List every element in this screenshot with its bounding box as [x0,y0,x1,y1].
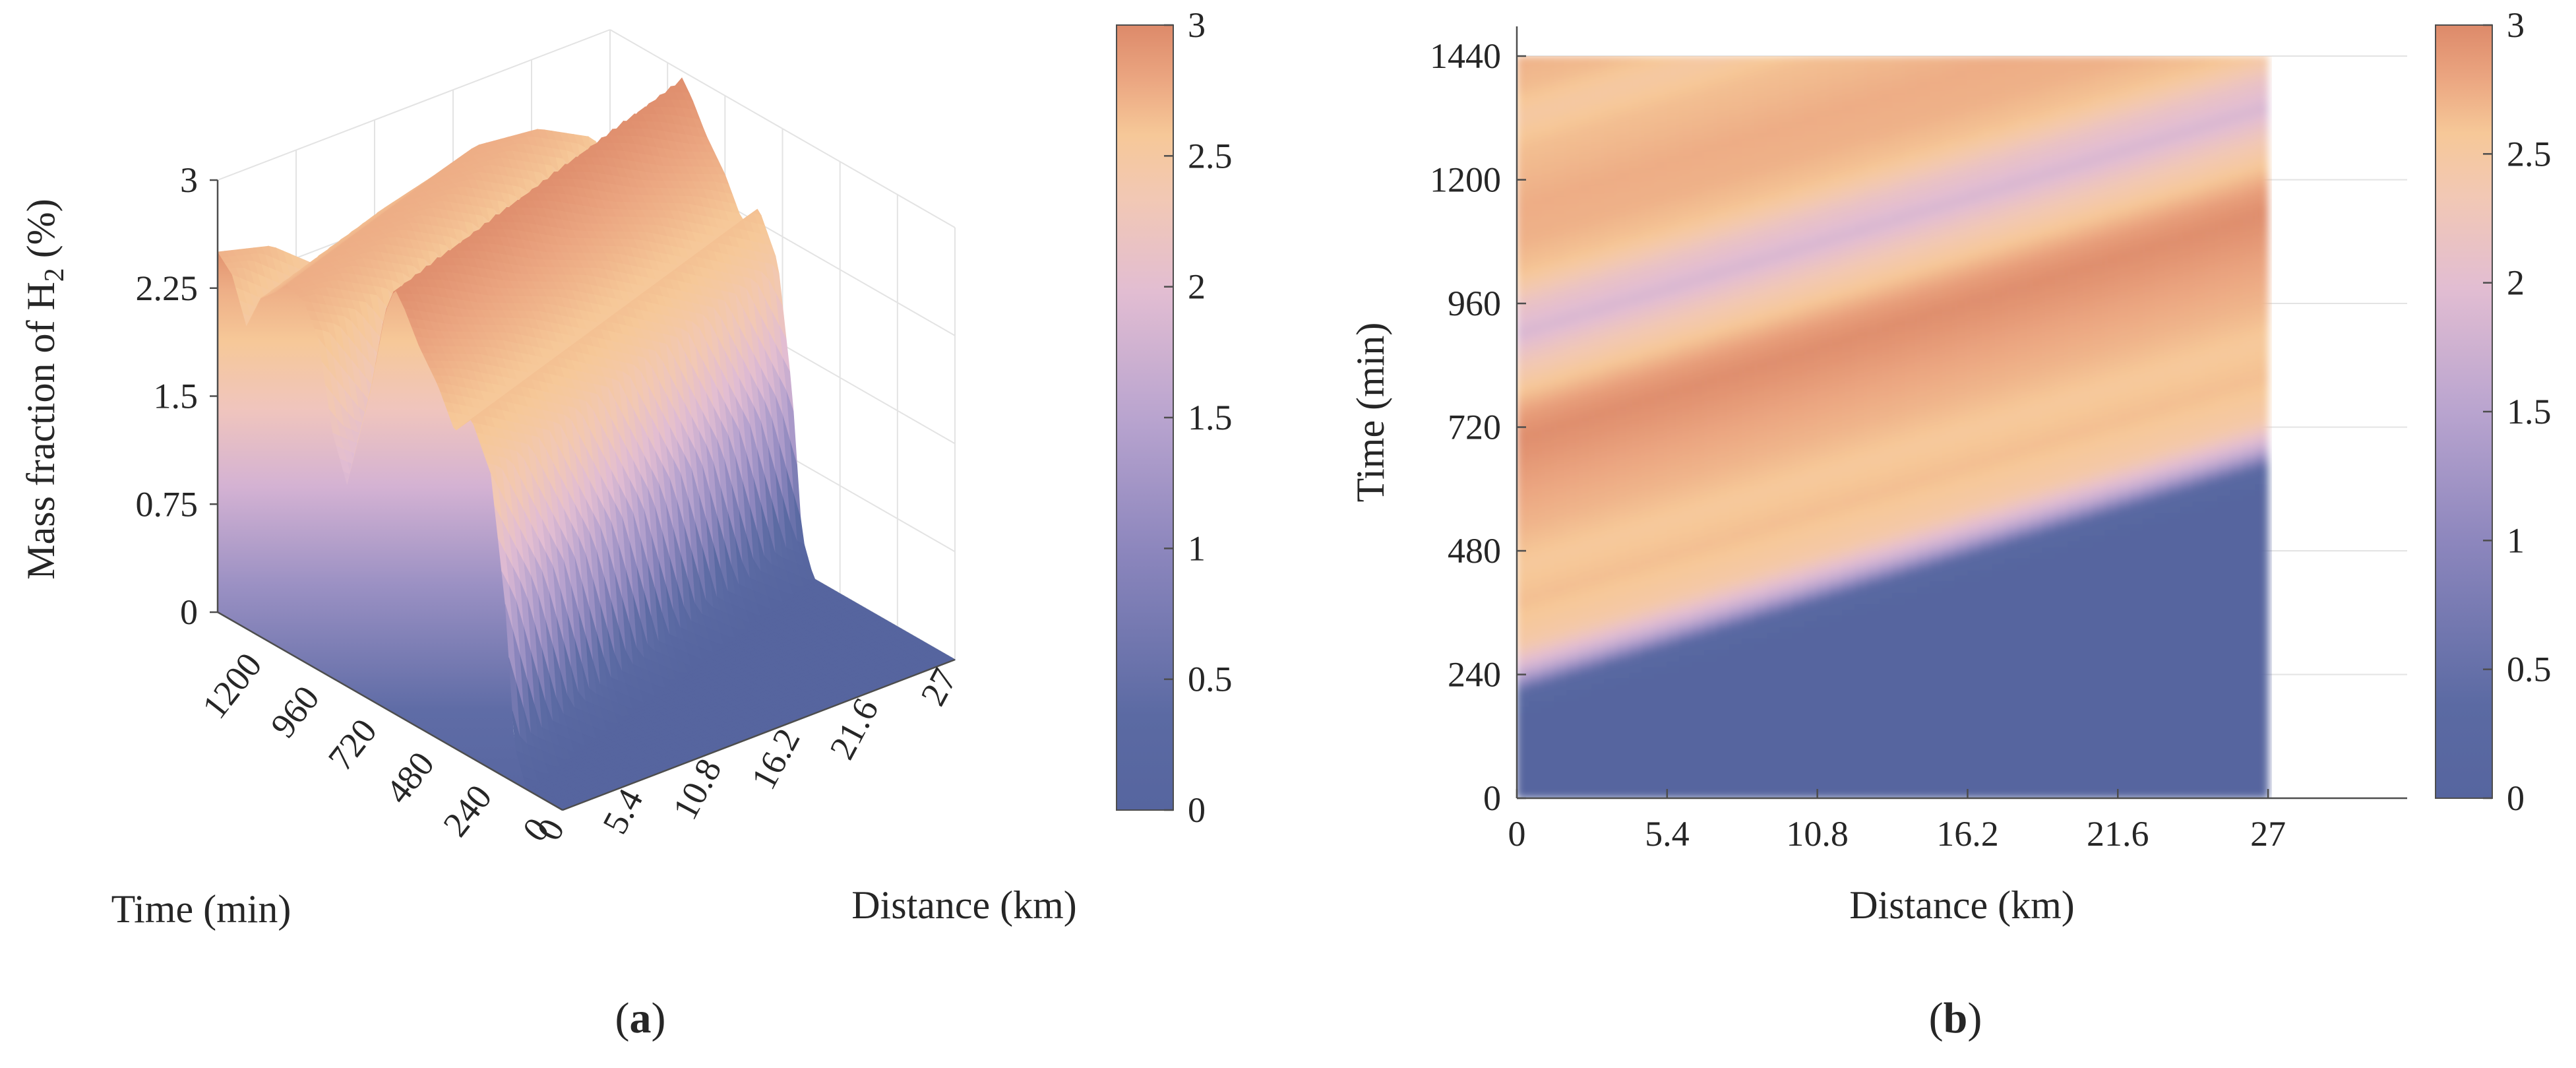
back-wall-grid-line-z [217,29,611,181]
side-wall-grid-line-z [609,29,956,228]
panel-a-surface [216,77,956,811]
